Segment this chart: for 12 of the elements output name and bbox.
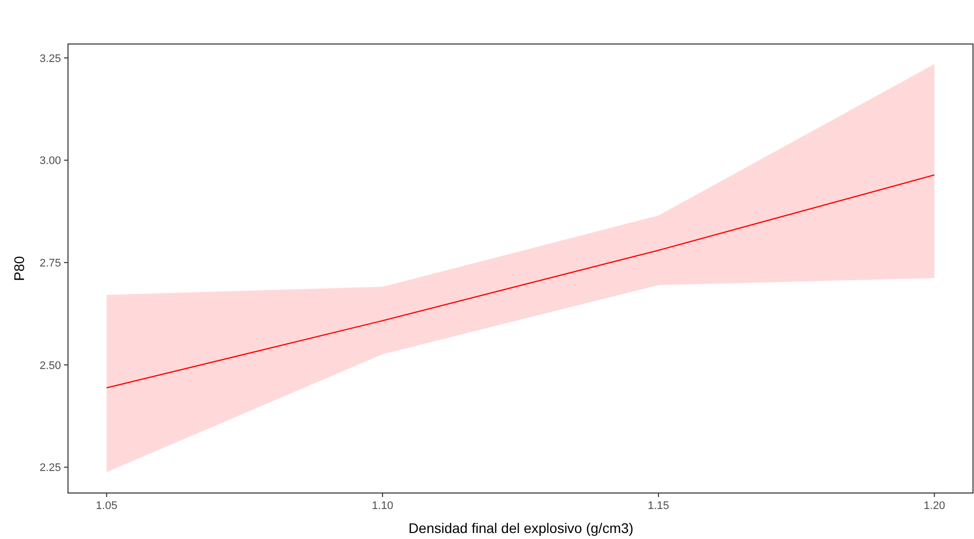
x-tick-label: 1.15: [648, 500, 670, 512]
x-axis-title: Densidad final del explosivo (g/cm3): [408, 520, 634, 536]
y-axis-title: P80: [11, 256, 27, 281]
y-tick-label: 2.25: [40, 462, 61, 474]
y-tick-label: 3.00: [40, 155, 61, 168]
x-tick-label: 1.05: [96, 500, 118, 512]
x-tick-label: 1.10: [372, 500, 394, 512]
y-tick-label: 3.25: [40, 52, 61, 65]
y-tick-label: 2.75: [40, 258, 61, 270]
x-tick-label: 1.20: [924, 500, 946, 512]
line-series: [106, 174, 935, 388]
y-tick-label: 2.50: [40, 360, 61, 372]
